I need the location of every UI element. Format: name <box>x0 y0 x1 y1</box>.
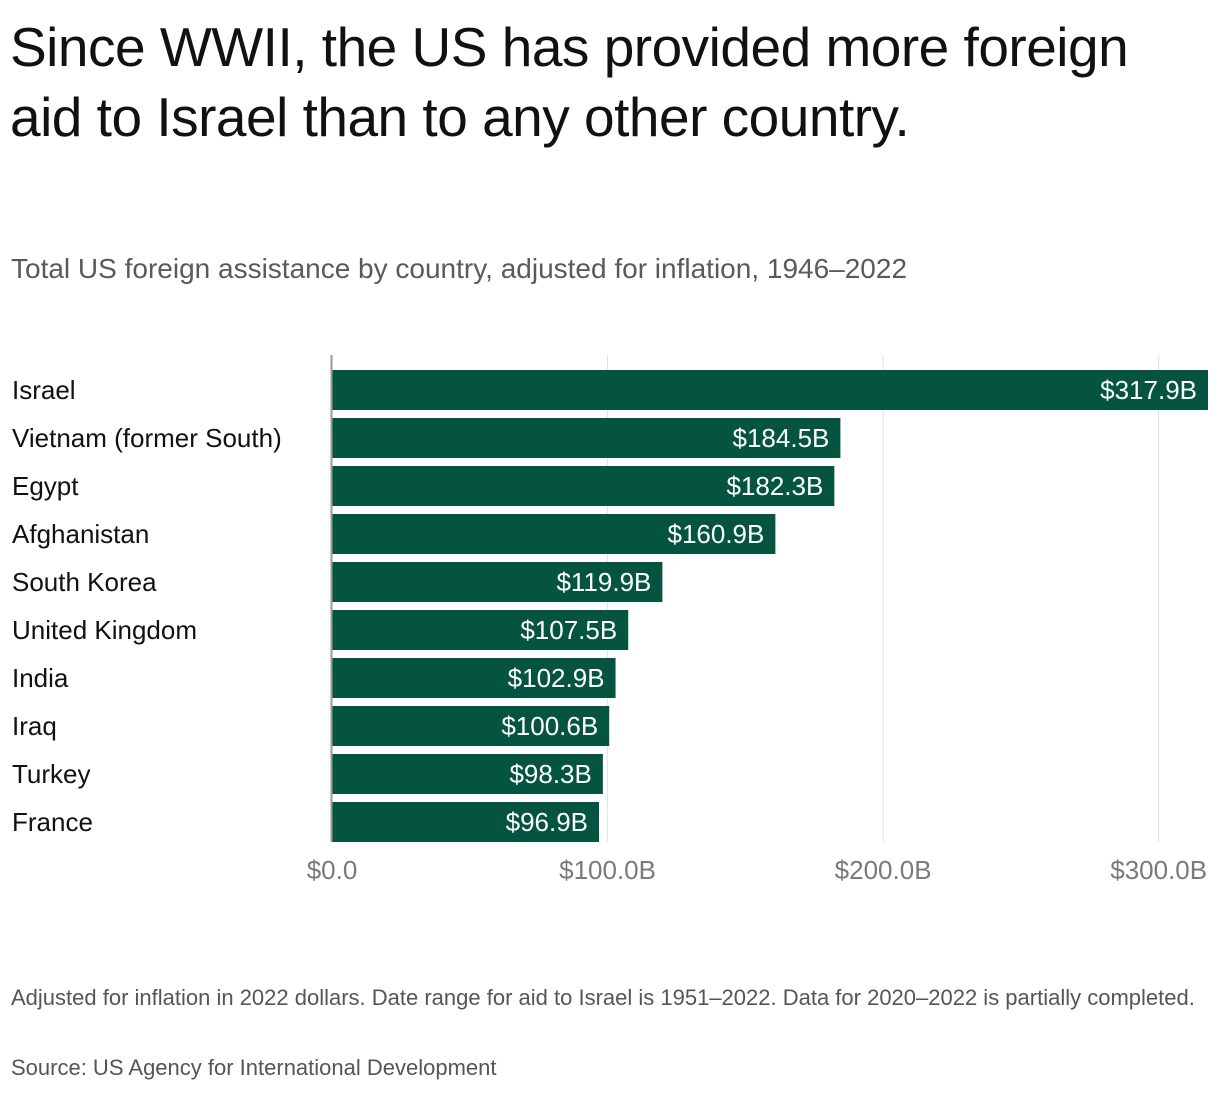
bar-chart-svg: Israel $317.9B Vietnam (former South) $184.… <box>12 355 1208 885</box>
bar-7 <box>332 706 610 746</box>
value-label: $160.9B <box>667 519 764 549</box>
chart-title: Since WWII, the US has provided more for… <box>10 16 1129 148</box>
category-label: Turkey <box>12 759 91 789</box>
value-label: $184.5B <box>733 423 830 453</box>
bar-0 <box>332 370 1208 410</box>
category-label: Iraq <box>12 711 57 741</box>
category-label: Afghanistan <box>12 519 149 549</box>
value-label: $98.3B <box>509 759 591 789</box>
bar-4 <box>332 562 663 602</box>
value-label: $119.9B <box>556 567 651 597</box>
category-label: India <box>12 663 69 693</box>
category-label: Israel <box>12 375 76 405</box>
category-label: Egypt <box>12 471 79 501</box>
bar-1 <box>332 418 841 458</box>
chart-source: Source: US Agency for International Deve… <box>11 1055 497 1080</box>
x-tick-label: $300.0B <box>1110 855 1207 885</box>
value-label: $102.9B <box>508 663 605 693</box>
value-label: $182.3B <box>726 471 823 501</box>
chart-subtitle: Total US foreign assistance by country, … <box>11 253 908 284</box>
bar-5 <box>332 610 629 650</box>
category-label: United Kingdom <box>12 615 197 645</box>
bar-6 <box>332 658 616 698</box>
value-label: $96.9B <box>506 807 588 837</box>
value-label: $107.5B <box>520 615 617 645</box>
value-label: $317.9B <box>1100 375 1197 405</box>
chart-footnote: Adjusted for inflation in 2022 dollars. … <box>11 985 1195 1010</box>
bar-9 <box>332 802 600 842</box>
bar-8 <box>332 754 603 794</box>
x-tick-label: $200.0B <box>835 855 932 885</box>
bar-3 <box>332 514 776 554</box>
bar-2 <box>332 466 835 506</box>
category-label: Vietnam (former South) <box>12 423 282 453</box>
category-label: France <box>12 807 93 837</box>
x-tick-label: $0.0 <box>307 855 358 885</box>
category-label: South Korea <box>12 567 157 597</box>
bar-chart: Israel $317.9B Vietnam (former South) $184.… <box>0 355 1220 895</box>
x-tick-label: $100.0B <box>559 855 656 885</box>
value-label: $100.6B <box>501 711 598 741</box>
